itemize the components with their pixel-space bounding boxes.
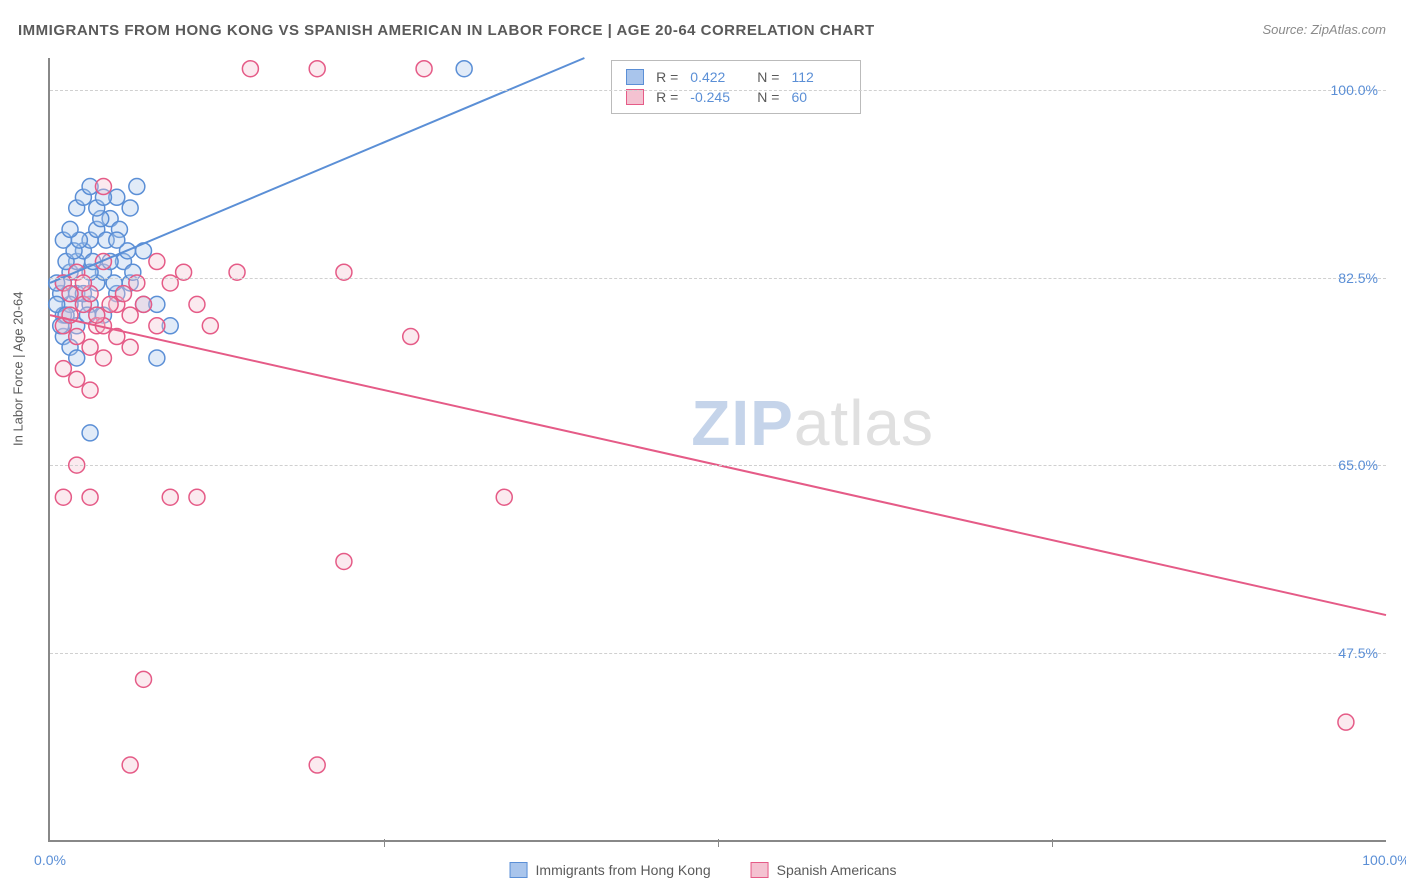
- scatter-point: [162, 489, 178, 505]
- ytick-label: 82.5%: [1338, 270, 1378, 286]
- r-value: 0.422: [690, 69, 745, 85]
- scatter-point: [122, 339, 138, 355]
- n-value: 112: [791, 69, 846, 85]
- y-axis-label: In Labor Force | Age 20-64: [11, 292, 26, 446]
- chart-title: IMMIGRANTS FROM HONG KONG VS SPANISH AME…: [18, 22, 875, 39]
- scatter-point: [69, 371, 85, 387]
- scatter-point: [336, 553, 352, 569]
- gridline-v: [718, 839, 719, 847]
- scatter-point: [309, 757, 325, 773]
- r-label: R =: [656, 69, 678, 85]
- trend-line: [50, 58, 584, 283]
- scatter-point: [122, 200, 138, 216]
- scatter-point: [89, 307, 105, 323]
- scatter-point: [109, 232, 125, 248]
- scatter-point: [69, 350, 85, 366]
- legend-swatch: [626, 69, 644, 85]
- scatter-point: [189, 296, 205, 312]
- ytick-label: 65.0%: [1338, 457, 1378, 473]
- gridline-h: [50, 278, 1386, 279]
- series-legend-item: Immigrants from Hong Kong: [510, 862, 711, 878]
- scatter-point: [55, 489, 71, 505]
- scatter-point: [309, 61, 325, 77]
- r-label: R =: [656, 89, 678, 105]
- ytick-label: 47.5%: [1338, 645, 1378, 661]
- scatter-point: [122, 757, 138, 773]
- series-legend: Immigrants from Hong Kong Spanish America…: [510, 862, 897, 878]
- scatter-point: [102, 296, 118, 312]
- scatter-point: [496, 489, 512, 505]
- legend-swatch: [626, 89, 644, 105]
- gridline-v: [384, 839, 385, 847]
- gridline-h: [50, 465, 1386, 466]
- scatter-point: [149, 318, 165, 334]
- series-label: Immigrants from Hong Kong: [536, 862, 711, 878]
- correlation-legend: R = 0.422 N = 112 R = -0.245 N = 60: [611, 60, 861, 114]
- scatter-point: [403, 329, 419, 345]
- legend-row: R = 0.422 N = 112: [626, 67, 846, 87]
- scatter-point: [129, 179, 145, 195]
- scatter-point: [416, 61, 432, 77]
- scatter-point: [149, 350, 165, 366]
- scatter-point: [82, 382, 98, 398]
- scatter-point: [115, 286, 131, 302]
- scatter-point: [202, 318, 218, 334]
- xtick-label: 100.0%: [1362, 852, 1406, 868]
- scatter-point: [95, 350, 111, 366]
- scatter-point: [136, 671, 152, 687]
- scatter-point: [55, 361, 71, 377]
- correlation-chart: IMMIGRANTS FROM HONG KONG VS SPANISH AME…: [0, 0, 1406, 892]
- legend-swatch: [510, 862, 528, 878]
- scatter-point: [1338, 714, 1354, 730]
- scatter-point: [82, 489, 98, 505]
- scatter-point: [456, 61, 472, 77]
- xtick-label: 0.0%: [34, 852, 66, 868]
- plot-svg: [50, 58, 1386, 840]
- scatter-point: [242, 61, 258, 77]
- scatter-point: [95, 179, 111, 195]
- legend-swatch: [751, 862, 769, 878]
- gridline-v: [1052, 839, 1053, 847]
- scatter-point: [122, 307, 138, 323]
- source-label: Source: ZipAtlas.com: [1262, 22, 1386, 37]
- n-label: N =: [757, 89, 779, 105]
- series-legend-item: Spanish Americans: [751, 862, 897, 878]
- n-value: 60: [791, 89, 846, 105]
- scatter-point: [149, 254, 165, 270]
- scatter-point: [136, 296, 152, 312]
- series-label: Spanish Americans: [777, 862, 897, 878]
- scatter-point: [82, 339, 98, 355]
- plot-area: ZIPatlas R =0.422N =112R =-0.245N =60 47…: [48, 58, 1386, 842]
- scatter-point: [62, 286, 78, 302]
- n-label: N =: [757, 69, 779, 85]
- gridline-h: [50, 653, 1386, 654]
- gridline-h: [50, 90, 1386, 91]
- scatter-point: [189, 489, 205, 505]
- ytick-label: 100.0%: [1331, 82, 1378, 98]
- scatter-point: [69, 329, 85, 345]
- scatter-point: [82, 425, 98, 441]
- scatter-point: [62, 221, 78, 237]
- r-value: -0.245: [690, 89, 745, 105]
